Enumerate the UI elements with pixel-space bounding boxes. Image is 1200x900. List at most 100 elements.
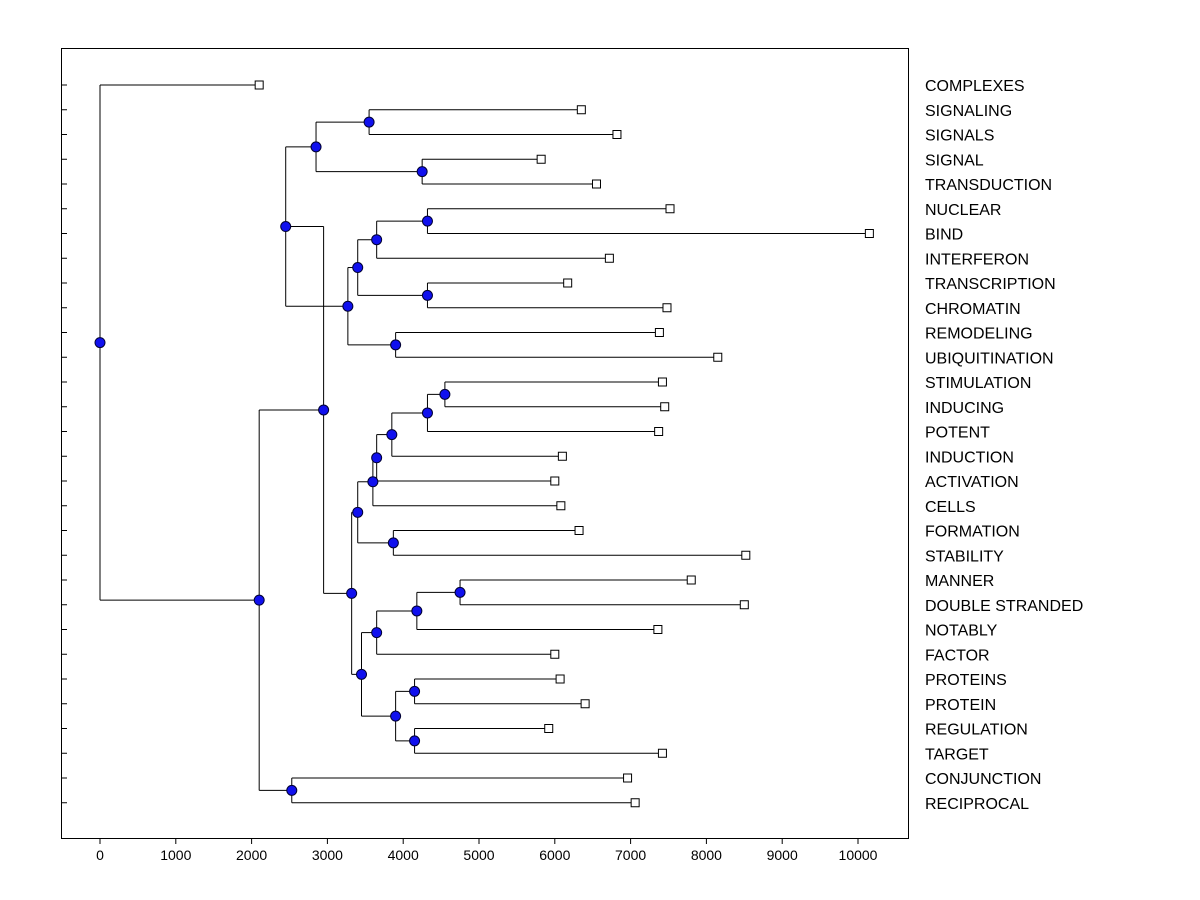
merge-node [411,605,423,617]
merge-node-markers [94,116,466,796]
merge-node [352,262,364,274]
x-tick-label: 10000 [839,847,878,863]
leaf-marker [557,451,567,461]
merge-node [371,627,383,639]
x-axis: 0 1000 2000 3000 4000 5000 6000 7000 8000 9000 100… [96,838,878,863]
leaf-label: SIGNAL [925,152,984,169]
merge-node [286,784,298,796]
leaf-marker [662,303,672,313]
merge-node [371,234,383,246]
x-tick-label: 5000 [463,847,494,863]
x-tick-label: 6000 [539,847,570,863]
leaf-label: TRANSDUCTION [925,177,1052,194]
x-tick-label: 9000 [767,847,798,863]
leaf-marker [563,278,573,288]
leaf-marker [604,253,614,263]
merge-node [416,166,428,178]
leaf-label: CONJUNCTION [925,771,1041,788]
merge-node [356,668,368,680]
leaf-marker [623,773,633,783]
leaf-label: MANNER [925,573,994,590]
leaf-label: CHROMATIN [925,301,1021,318]
leaf-label: PROTEINS [925,672,1007,689]
leaf-label: FACTOR [925,647,990,664]
leaf-labels: COMPLEXES SIGNALING SIGNALS SIGNAL TRANSDUCT… [925,78,1083,813]
leaf-marker [580,699,590,709]
merge-node [421,289,433,301]
merge-node [310,141,322,153]
merge-node [387,537,399,549]
merge-node [367,476,379,488]
x-tick-label: 3000 [312,847,343,863]
x-tick-label: 8000 [691,847,722,863]
x-tick-label: 2000 [236,847,267,863]
leaf-marker [657,377,667,387]
leaf-label: STIMULATION [925,375,1031,392]
leaf-label: NUCLEAR [925,202,1001,219]
leaf-label: INTERFERON [925,251,1029,268]
leaf-marker [741,550,751,560]
merge-node [421,407,433,419]
leaf-label: RECIPROCAL [925,796,1029,813]
merge-node [371,452,383,464]
leaf-label: TRANSCRIPTION [925,276,1056,293]
leaf-marker [536,154,546,164]
leaf-marker [544,724,554,733]
leaf-label: REGULATION [925,722,1028,739]
leaf-marker [630,798,640,808]
merge-node [390,339,402,351]
merge-node [318,404,330,416]
leaf-marker [654,328,664,337]
leaf-label: DOUBLE STRANDED [925,598,1083,615]
leaf-label: FORMATION [925,524,1020,541]
merge-node [342,300,354,312]
merge-node [346,587,358,599]
merge-node [94,337,106,349]
leaf-marker [654,427,664,436]
leaf-marker [739,600,749,610]
x-tick-label: 0 [96,847,104,863]
leaf-marker [665,204,675,214]
leaf-marker [576,105,586,115]
leaf-label: COMPLEXES [925,78,1025,95]
leaf-label: CELLS [925,499,976,516]
merge-node [409,735,421,747]
leaf-marker [612,130,622,139]
leaf-marker [574,526,584,535]
leaf-marker [591,179,601,189]
merge-node [253,594,265,606]
leaf-marker [653,625,663,634]
x-tick-label: 1000 [160,847,191,863]
leaf-label: PROTEIN [925,697,996,714]
leaf-label: NOTABLY [925,623,998,640]
leaf-label: INDUCTION [925,449,1014,466]
merge-node [280,221,292,233]
merge-node [439,388,451,400]
y-axis-ticks [61,84,67,804]
leaf-label: BIND [925,227,963,244]
leaf-marker [657,748,667,758]
leaf-marker [550,649,560,659]
merge-node [352,506,364,518]
leaf-marker [864,229,874,238]
x-tick-label: 4000 [388,847,419,863]
leaf-label: ACTIVATION [925,474,1019,491]
merge-node [363,116,375,128]
leaf-marker [254,80,264,90]
leaf-label: SIGNALS [925,128,994,145]
leaf-label: UBIQUITINATION [925,350,1054,367]
leaf-label: INDUCING [925,400,1004,417]
leaf-marker [556,501,566,511]
leaf-marker [555,674,565,684]
merge-node [409,685,421,697]
dendrogram-links [99,84,870,804]
merge-node [386,429,398,441]
leaf-markers [254,80,874,808]
x-tick-label: 7000 [615,847,646,863]
plot-frame [61,48,909,839]
leaf-label: TARGET [925,746,989,763]
leaf-label: SIGNALING [925,103,1012,120]
leaf-label: STABILITY [925,548,1004,565]
leaf-label: POTENT [925,425,990,442]
